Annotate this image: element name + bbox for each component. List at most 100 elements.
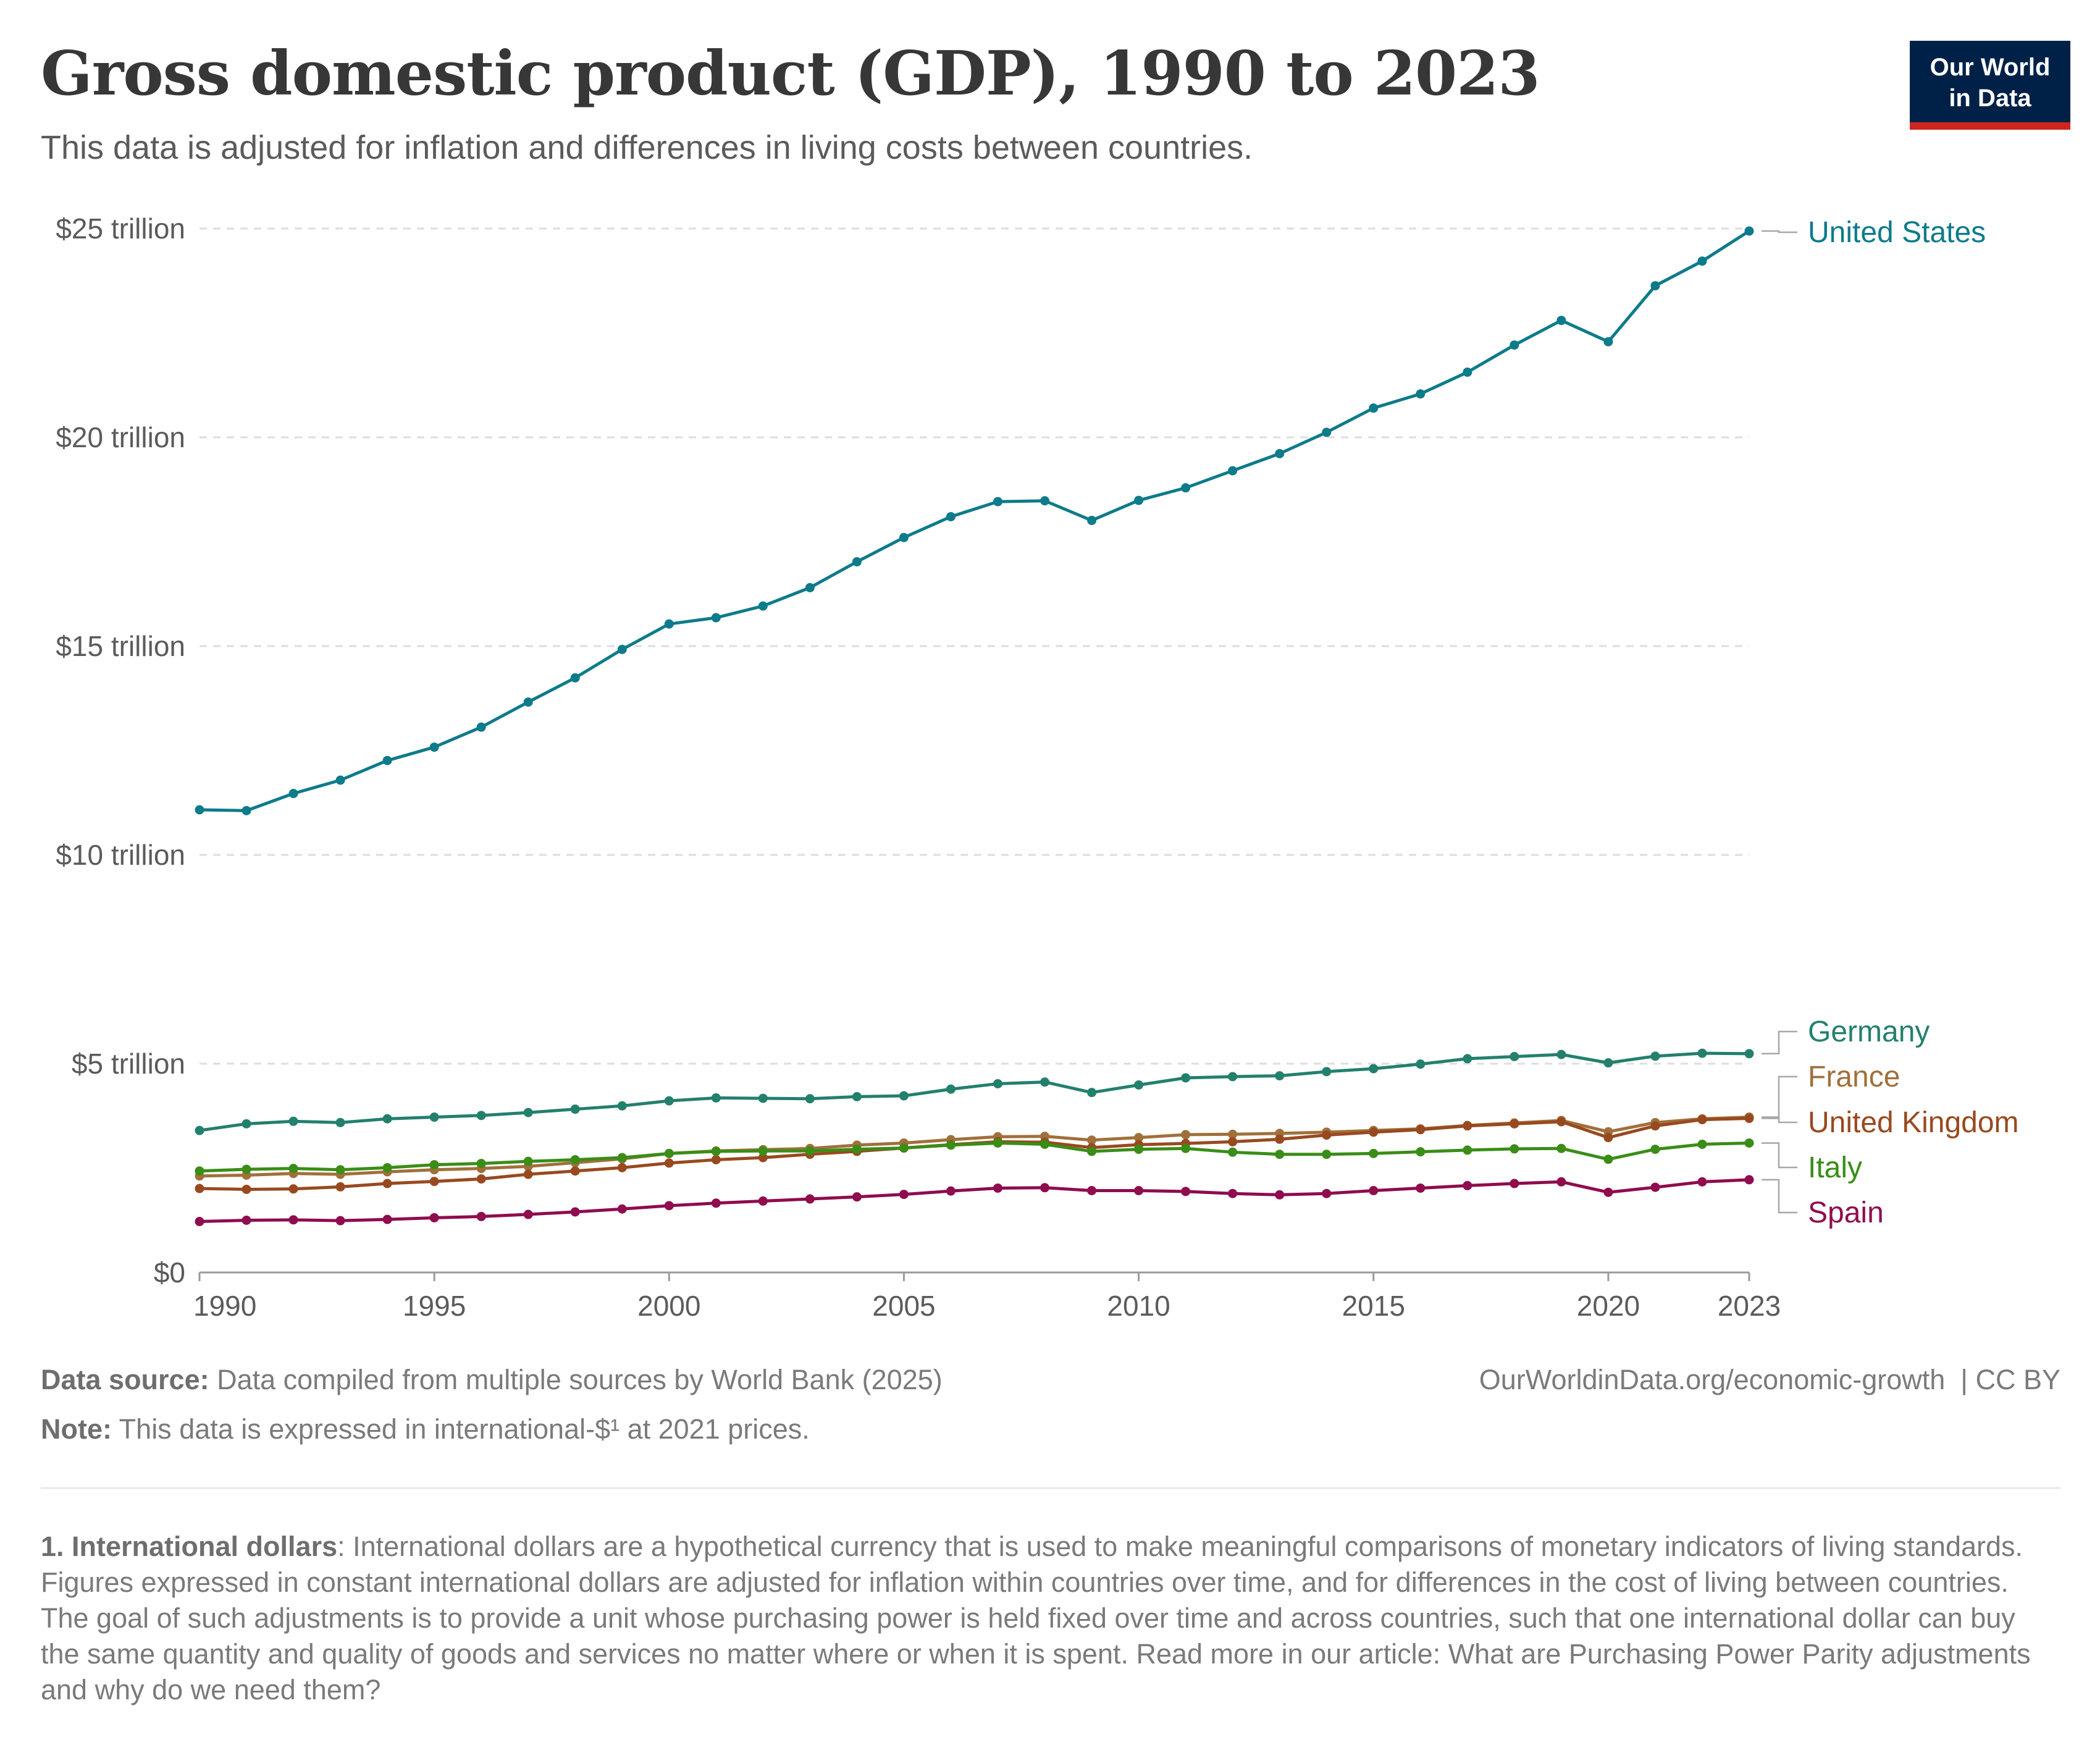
data-point-united-kingdom[interactable] [1275,1134,1285,1144]
data-point-italy[interactable] [852,1145,862,1154]
data-point-germany[interactable] [570,1104,580,1114]
data-point-germany[interactable] [758,1093,768,1103]
data-point-germany[interactable] [523,1108,533,1117]
data-point-france[interactable] [1228,1129,1238,1139]
data-point-germany[interactable] [711,1093,721,1103]
data-point-germany[interactable] [617,1101,627,1111]
data-point-spain[interactable] [899,1190,909,1200]
data-point-germany[interactable] [852,1091,862,1101]
series-label-spain[interactable]: Spain [1808,1196,1884,1229]
data-point-united-states[interactable] [899,532,909,542]
data-point-united-states[interactable] [382,755,392,765]
data-point-united-kingdom[interactable] [1510,1119,1519,1129]
data-point-italy[interactable] [1322,1150,1332,1159]
data-point-germany[interactable] [1697,1048,1707,1058]
data-point-united-kingdom[interactable] [711,1154,721,1164]
data-point-spain[interactable] [195,1217,204,1227]
data-point-spain[interactable] [1134,1186,1144,1196]
data-point-spain[interactable] [1463,1180,1472,1190]
data-point-spain[interactable] [570,1207,580,1217]
data-point-united-states[interactable] [288,789,298,799]
data-point-united-states[interactable] [1744,226,1754,236]
data-point-germany[interactable] [1556,1049,1566,1059]
data-point-united-states[interactable] [946,511,956,521]
data-point-united-kingdom[interactable] [1322,1130,1332,1140]
data-point-spain[interactable] [1697,1177,1707,1187]
data-point-spain[interactable] [617,1204,627,1214]
data-point-spain[interactable] [1416,1183,1426,1193]
data-point-germany[interactable] [382,1114,392,1124]
data-point-germany[interactable] [805,1094,815,1104]
data-point-united-kingdom[interactable] [617,1163,627,1172]
data-point-germany[interactable] [429,1112,439,1122]
data-point-spain[interactable] [946,1186,956,1196]
data-point-germany[interactable] [1744,1049,1754,1059]
data-point-italy[interactable] [946,1140,956,1150]
data-point-italy[interactable] [1416,1147,1426,1157]
data-point-united-kingdom[interactable] [242,1184,251,1194]
data-point-spain[interactable] [382,1214,392,1224]
source-url-link[interactable]: OurWorldinData.org/economic-growth [1479,1364,1946,1395]
series-label-united-states[interactable]: United States [1808,216,1986,249]
data-point-united-kingdom[interactable] [1369,1127,1379,1137]
data-point-united-kingdom[interactable] [429,1177,439,1187]
data-point-united-kingdom[interactable] [1603,1133,1613,1143]
data-point-spain[interactable] [1275,1190,1285,1200]
license-link[interactable]: | CC BY [1960,1364,2060,1395]
data-point-germany[interactable] [1275,1071,1285,1081]
data-point-italy[interactable] [805,1146,815,1156]
series-label-france[interactable]: France [1808,1061,1900,1093]
data-point-spain[interactable] [1228,1188,1238,1198]
data-point-germany[interactable] [335,1117,345,1127]
data-point-united-kingdom[interactable] [382,1179,392,1188]
data-point-united-states[interactable] [1463,368,1472,377]
data-point-italy[interactable] [1134,1145,1144,1154]
data-point-united-states[interactable] [195,805,204,815]
data-point-united-states[interactable] [429,742,439,752]
data-point-spain[interactable] [1510,1179,1519,1188]
series-line-united-states[interactable] [199,229,1750,812]
data-point-germany[interactable] [664,1096,674,1106]
data-point-united-kingdom[interactable] [335,1182,345,1192]
data-point-italy[interactable] [899,1143,909,1153]
data-point-spain[interactable] [1369,1186,1379,1196]
data-point-united-states[interactable] [664,619,674,629]
data-point-italy[interactable] [1275,1150,1285,1159]
data-point-united-states[interactable] [1556,316,1566,326]
data-point-italy[interactable] [1744,1138,1754,1148]
data-point-united-kingdom[interactable] [523,1169,533,1179]
data-point-italy[interactable] [1510,1144,1519,1154]
data-point-spain[interactable] [1040,1183,1050,1193]
data-point-united-states[interactable] [617,644,627,654]
data-point-italy[interactable] [1087,1146,1097,1156]
data-point-italy[interactable] [1369,1148,1379,1158]
data-point-germany[interactable] [288,1116,298,1126]
data-point-germany[interactable] [1322,1067,1332,1077]
series-line-spain[interactable] [199,1178,1750,1224]
data-point-germany[interactable] [1603,1058,1613,1068]
data-point-spain[interactable] [664,1201,674,1211]
data-point-spain[interactable] [476,1211,486,1221]
data-point-italy[interactable] [242,1164,251,1174]
data-point-italy[interactable] [758,1146,768,1156]
data-point-spain[interactable] [1744,1175,1754,1185]
data-point-spain[interactable] [1556,1177,1566,1187]
data-point-italy[interactable] [1697,1139,1707,1149]
data-point-united-kingdom[interactable] [288,1184,298,1194]
data-point-united-states[interactable] [1134,495,1144,505]
data-point-united-kingdom[interactable] [1416,1125,1426,1135]
data-point-united-states[interactable] [476,722,486,732]
data-point-germany[interactable] [1510,1052,1519,1062]
data-point-united-kingdom[interactable] [1463,1121,1472,1131]
data-point-italy[interactable] [476,1159,486,1169]
series-label-germany[interactable]: Germany [1808,1015,1930,1048]
data-point-united-states[interactable] [805,582,815,592]
owid-logo[interactable]: Our World in Data [1910,41,2070,130]
data-point-united-kingdom[interactable] [570,1166,580,1176]
data-point-united-states[interactable] [758,601,768,611]
data-point-united-states[interactable] [1697,256,1707,266]
data-point-united-kingdom[interactable] [1556,1117,1566,1127]
data-point-united-states[interactable] [1040,496,1050,506]
data-point-germany[interactable] [1650,1051,1660,1061]
series-label-italy[interactable]: Italy [1808,1151,1862,1184]
